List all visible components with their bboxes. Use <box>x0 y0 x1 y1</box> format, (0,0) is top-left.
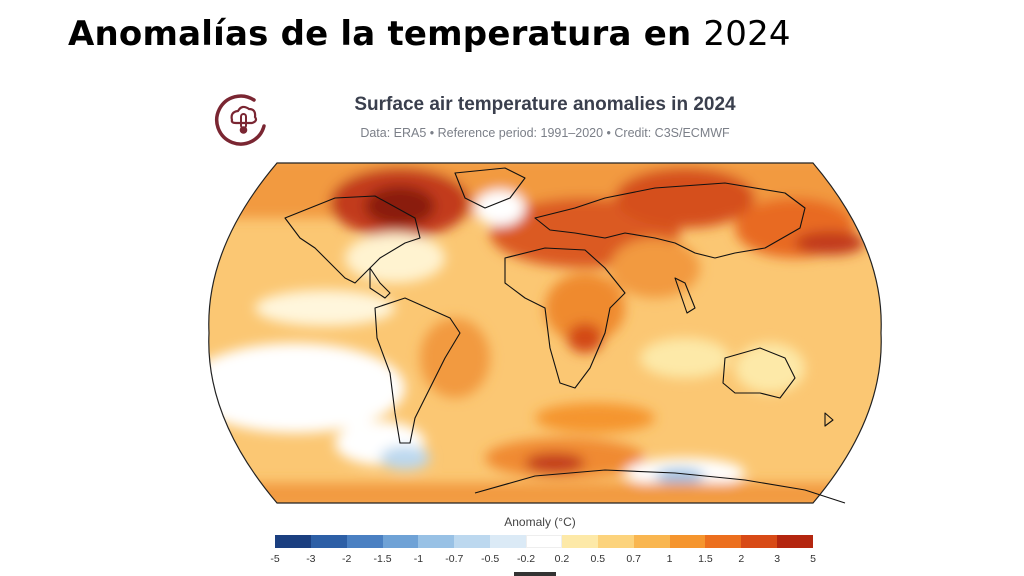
legend-title: Anomaly (°C) <box>504 515 576 529</box>
legend-tick-label: 2 <box>738 553 745 565</box>
legend-tick-label: 0.5 <box>590 553 606 565</box>
slide-title-text: Anomalías de la temperatura en <box>68 14 692 54</box>
legend-swatch <box>346 535 384 548</box>
legend-swatch <box>275 535 312 548</box>
legend-swatch <box>741 535 778 548</box>
legend-tick-label: 3 <box>774 553 781 565</box>
legend-tick-label: -0.2 <box>517 553 536 565</box>
legend-tick-label: -3 <box>306 553 316 565</box>
coastlines <box>284 167 846 504</box>
legend-tick-label: -5 <box>270 553 280 565</box>
map-title: Surface air temperature anomalies in 202… <box>354 94 736 115</box>
anomaly-field <box>208 163 882 503</box>
legend-ticks: -5 -3 -2 -1.5 -1 -0.7 -0.5 -0.2 0.2 0.5 0.7 1 1.5 2 3 5 <box>270 553 816 567</box>
legend-swatch <box>633 535 671 548</box>
legend-tick-label: 0.2 <box>554 553 570 565</box>
legend-tick-label: -1 <box>413 553 424 565</box>
legend-swatch <box>561 535 599 548</box>
legend-swatch <box>382 535 419 548</box>
legend-tick-label: -1.5 <box>373 553 392 565</box>
legend-swatch <box>418 535 455 548</box>
legend-tick-label: 1.5 <box>698 553 713 565</box>
map-subtitle: Data: ERA5 • Reference period: 1991–2020… <box>360 126 730 140</box>
legend-tick-label: -2 <box>342 553 352 565</box>
legend-tick-label: 1 <box>666 553 673 565</box>
legend-swatch <box>777 535 814 548</box>
thermometer-cloud-icon <box>215 94 266 146</box>
legend-swatch <box>454 535 491 548</box>
legend-swatch <box>526 535 563 548</box>
legend-colorbar <box>275 535 814 550</box>
legend-swatch <box>490 535 527 548</box>
legend-swatch <box>669 535 706 548</box>
legend-tick-label: 0.7 <box>626 553 641 565</box>
legend-tick-label: -0.5 <box>481 553 500 565</box>
legend-swatch <box>310 535 348 548</box>
player-progress-indicator <box>514 572 556 576</box>
legend-tick-label: 5 <box>810 553 816 565</box>
temperature-anomaly-map <box>208 162 882 504</box>
legend-swatch <box>705 535 742 548</box>
slide-title: Anomalías de la temperatura en 2024 <box>68 14 791 54</box>
legend-tick-label: -0.7 <box>445 553 464 565</box>
slide-title-year: 2024 <box>703 14 791 54</box>
map-frame <box>208 162 882 504</box>
legend-swatch <box>597 535 635 548</box>
